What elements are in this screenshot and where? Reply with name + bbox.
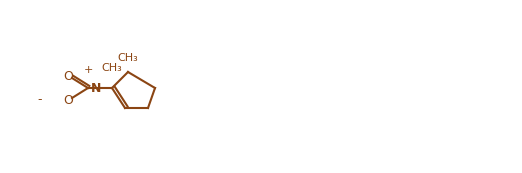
Text: O: O	[63, 70, 73, 83]
Text: CH₃: CH₃	[117, 53, 138, 63]
Text: CH₃: CH₃	[102, 63, 122, 73]
Text: +: +	[84, 65, 93, 75]
Text: N: N	[91, 81, 101, 94]
Text: -: -	[38, 93, 42, 107]
Text: O: O	[63, 93, 73, 107]
